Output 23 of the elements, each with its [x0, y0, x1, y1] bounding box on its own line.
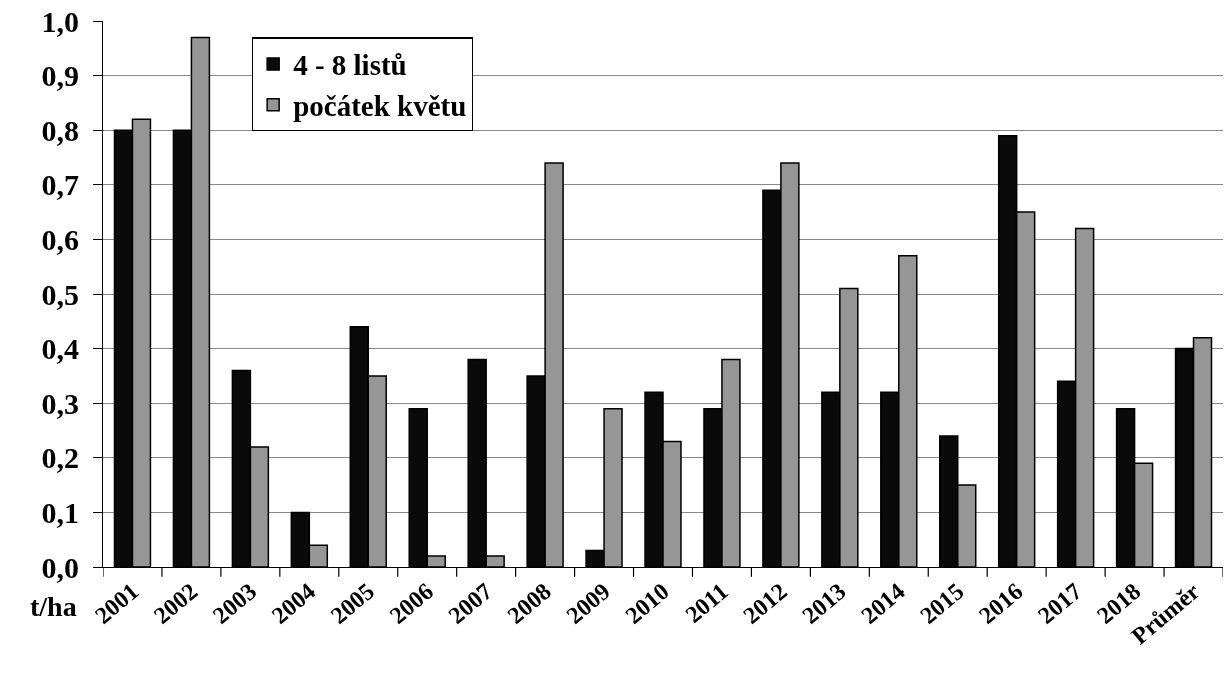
- x-tick-label: 2012: [738, 578, 792, 629]
- y-tick-label: 0,3: [41, 386, 79, 420]
- x-tick-label: 2002: [148, 578, 203, 629]
- y-tick-label: 0,0: [41, 550, 79, 584]
- x-tick-label: 2011: [680, 578, 733, 628]
- legend-label: počátek květu: [293, 89, 467, 122]
- x-tick-label: 2001: [89, 578, 144, 629]
- x-tick-label: 2010: [620, 578, 674, 629]
- legend-label: 4 - 8 listů: [293, 49, 407, 82]
- y-tick-label: 0,7: [41, 168, 79, 202]
- y-tick-label: 0,8: [41, 113, 79, 147]
- x-tick-label: 2013: [797, 578, 851, 629]
- x-tick-label: 2003: [207, 578, 262, 629]
- x-tick-label: 2009: [561, 578, 615, 629]
- y-tick-label: 0,1: [41, 495, 79, 529]
- x-tick-label: 2008: [502, 578, 557, 629]
- y-axis-title: t/ha: [30, 591, 77, 622]
- y-tick-label: 0,5: [41, 277, 79, 311]
- y-tick-label: 0,4: [41, 332, 79, 366]
- y-tick-label: 0,6: [41, 222, 79, 256]
- y-tick-label: 0,2: [41, 441, 79, 475]
- y-tick-label: 1,0: [41, 4, 79, 38]
- y-tick-label: 0,9: [41, 59, 79, 93]
